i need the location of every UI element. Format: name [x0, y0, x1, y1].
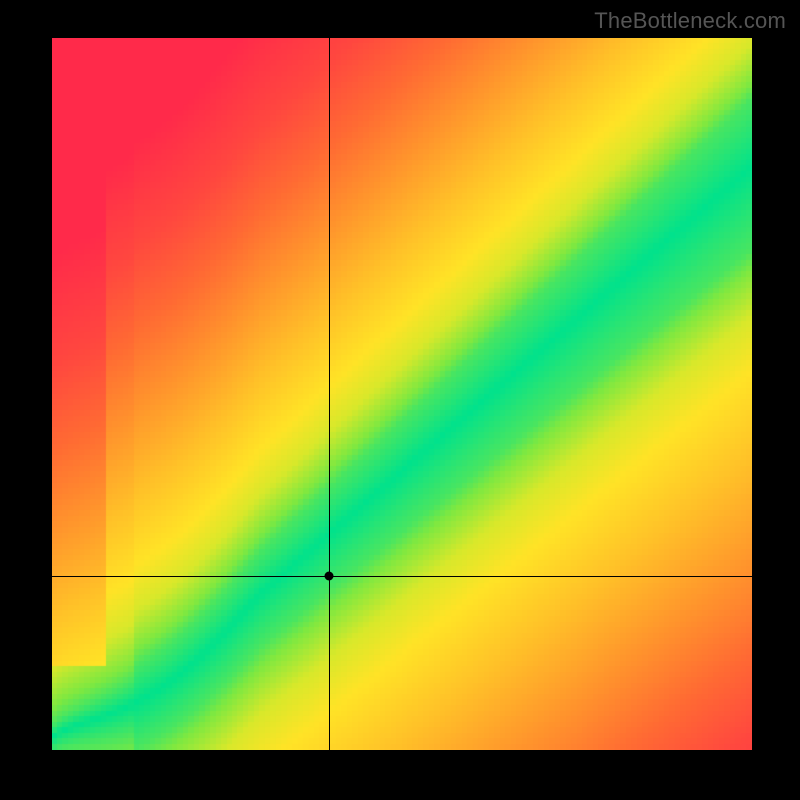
crosshair-marker — [324, 571, 333, 580]
crosshair-vertical — [329, 38, 330, 750]
watermark-text: TheBottleneck.com — [594, 8, 786, 34]
plot-area — [52, 38, 752, 750]
chart-container: TheBottleneck.com — [0, 0, 800, 800]
heatmap-canvas — [52, 38, 752, 750]
crosshair-horizontal — [52, 576, 752, 577]
